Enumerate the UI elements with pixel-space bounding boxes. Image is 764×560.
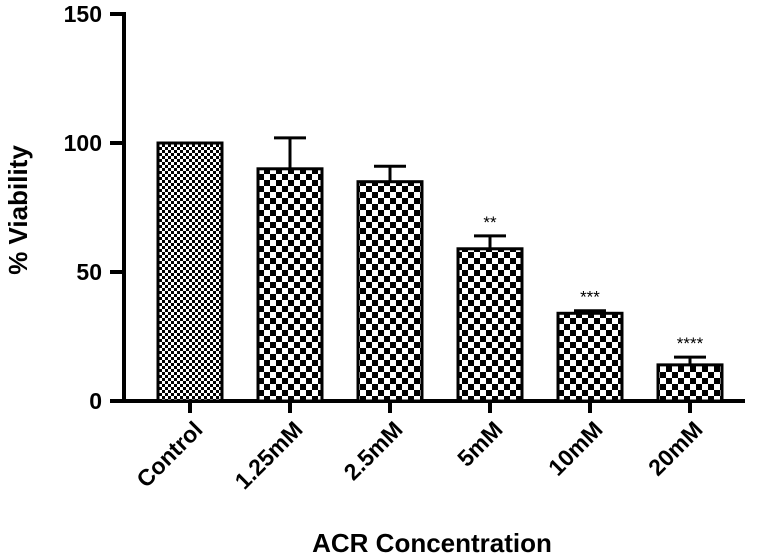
x-tick-label: 1.25mM — [229, 416, 307, 494]
bar-control — [156, 141, 224, 403]
category-labels: Control 1.25mM 2.5mM 5mM 10mM 20mM — [131, 416, 707, 494]
y-tick-label: 50 — [76, 259, 102, 285]
significance-label: **** — [677, 334, 704, 353]
x-tick-label: 20mM — [643, 416, 707, 480]
significance-label: *** — [580, 288, 600, 307]
y-tick-label: 0 — [89, 388, 102, 414]
y-tick-label: 100 — [64, 130, 102, 156]
bar-20mm — [656, 363, 724, 403]
x-tick-label: 10mM — [543, 416, 607, 480]
significance-label: ** — [483, 213, 497, 232]
x-tick-label: 5mM — [452, 416, 507, 471]
x-axis-title: ACR Concentration — [312, 528, 552, 558]
y-axis-title: % Viability — [3, 145, 33, 275]
significance-labels: ********* — [483, 213, 703, 353]
bar-5mm — [456, 247, 524, 403]
y-tick-label: 150 — [64, 1, 102, 27]
x-tick-label: Control — [131, 416, 207, 492]
bar-10mm — [556, 311, 624, 403]
bar-2-5mm — [356, 180, 424, 403]
bars — [156, 141, 724, 403]
y-axis: 0 50 100 150 — [64, 1, 126, 414]
bar-1-25mm — [256, 167, 324, 403]
error-bars — [274, 136, 706, 365]
x-axis — [122, 399, 745, 413]
x-tick-label: 2.5mM — [339, 416, 408, 485]
